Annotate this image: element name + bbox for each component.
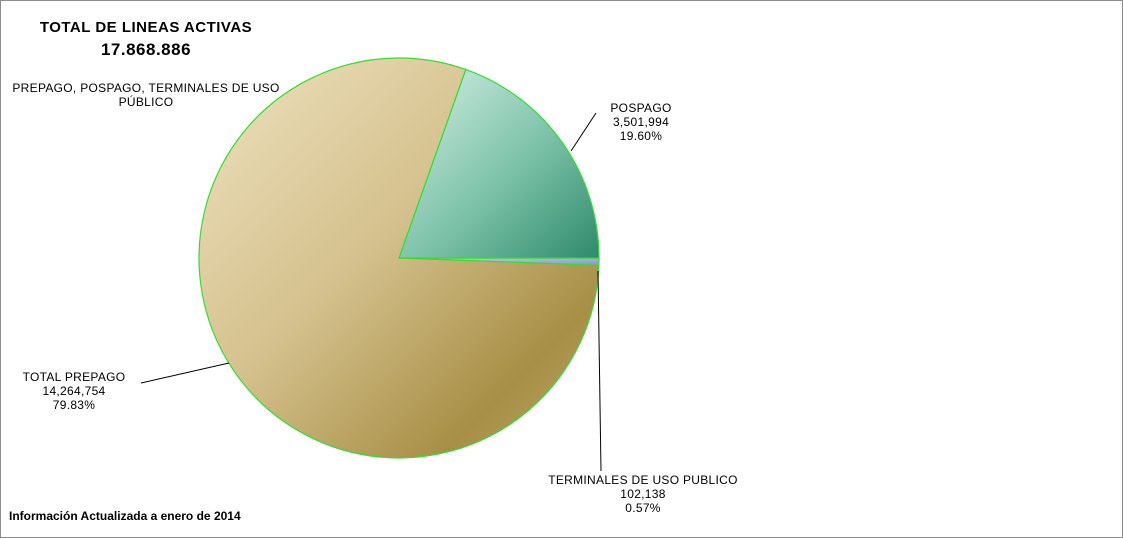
leader-line-terminales-de-uso-publico xyxy=(597,270,602,472)
chart-caption: PREPAGO, POSPAGO, TERMINALES DE USO PÚBL… xyxy=(12,81,280,109)
label-percent-total-prepago: 79.83% xyxy=(53,398,96,412)
label-percent-pospago: 19.60% xyxy=(620,129,663,143)
label-percent-terminales-de-uso-publico: 0.57% xyxy=(625,501,661,515)
title-block: TOTAL DE LINEAS ACTIVAS 17.868.886 xyxy=(21,19,271,60)
leader-line-pospago xyxy=(570,112,597,152)
label-name-terminales-de-uso-publico: TERMINALES DE USO PUBLICO xyxy=(548,473,738,487)
leader-line-total-prepago xyxy=(140,362,230,384)
pie-slice-total-prepago xyxy=(198,57,600,459)
label-value-total-prepago: 14,264,754 xyxy=(42,384,105,398)
label-value-terminales-de-uso-publico: 102,138 xyxy=(620,487,666,501)
chart-title: TOTAL DE LINEAS ACTIVAS xyxy=(39,19,253,36)
label-name-total-prepago: TOTAL PREPAGO xyxy=(23,370,126,384)
label-name-pospago: POSPAGO xyxy=(610,101,671,115)
pie-slice-pospago xyxy=(398,68,600,259)
chart-total: 17.868.886 xyxy=(100,40,192,59)
footer-note: Información Actualizada a enero de 2014 xyxy=(9,509,241,523)
label-value-pospago: 3,501,994 xyxy=(613,115,669,129)
